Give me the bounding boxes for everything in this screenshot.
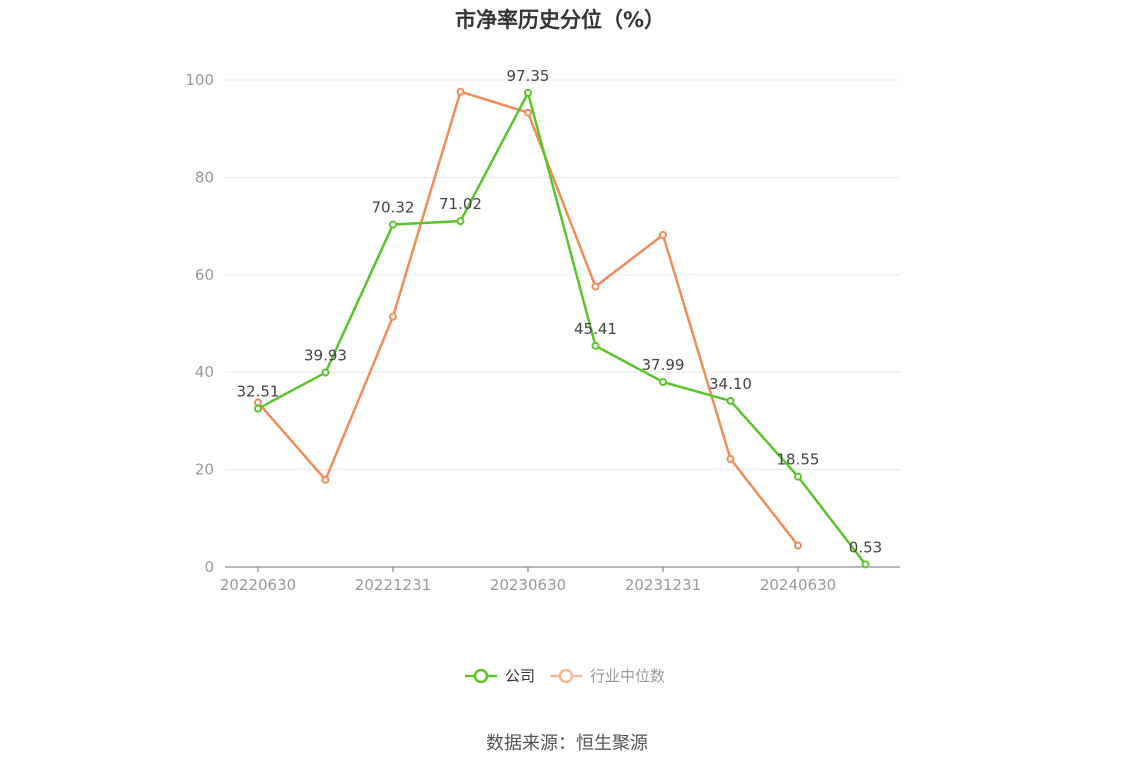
data-label: 37.99 <box>642 356 685 374</box>
axes: 0 20 40 60 80 100 20220630 20221231 20230630 2023… <box>185 71 900 594</box>
grid-lines <box>225 79 900 471</box>
data-label: 97.35 <box>507 67 550 85</box>
y-tick-label: 80 <box>195 168 214 186</box>
series-line-company <box>257 91 867 566</box>
chart-title: 市净率历史分位（%） <box>454 8 666 32</box>
data-point-industry <box>659 230 667 239</box>
x-tick-label: 20231231 <box>625 576 701 594</box>
legend-marker <box>558 668 574 684</box>
data-point-industry <box>321 475 330 484</box>
y-tick-label: 0 <box>204 558 214 576</box>
legend: 公司 行业中位数 <box>465 667 665 685</box>
y-tick-label: 60 <box>195 266 214 284</box>
data-point-industry <box>794 541 802 550</box>
y-tick-label: 40 <box>195 363 214 381</box>
legend-item-industry: 行业中位数 <box>550 667 665 685</box>
data-label: 0.53 <box>849 538 882 556</box>
data-point-company <box>591 341 600 350</box>
legend-marker <box>473 668 489 684</box>
data-label: 34.10 <box>709 375 752 393</box>
x-tick-label: 20240630 <box>760 576 836 594</box>
data-label: 45.41 <box>574 320 617 338</box>
y-tick-label: 100 <box>185 71 214 89</box>
data-point-company <box>389 220 397 229</box>
data-point-industry <box>591 282 600 291</box>
data-point-company <box>254 404 262 413</box>
data-point-industry <box>524 108 532 117</box>
data-point-company <box>861 560 870 569</box>
x-tick-label: 20230630 <box>490 576 566 594</box>
legend-item-company: 公司 <box>465 667 535 685</box>
data-label: 70.32 <box>372 199 415 217</box>
data-point-company <box>794 472 802 481</box>
data-point-company <box>726 396 735 405</box>
y-tick-label: 20 <box>195 461 214 479</box>
x-tick-label: 20221231 <box>355 576 431 594</box>
x-tick-label: 20220630 <box>220 576 296 594</box>
data-point-company <box>321 368 330 377</box>
legend-label: 行业中位数 <box>590 667 665 685</box>
data-point-company <box>524 88 532 97</box>
series-lines <box>254 87 870 569</box>
series-line-industry <box>257 90 799 547</box>
data-point-industry <box>456 87 465 96</box>
source-note: 数据来源：恒生聚源 <box>486 733 648 754</box>
data-label: 71.02 <box>439 195 482 213</box>
data-point-industry <box>389 312 397 321</box>
legend-label: 公司 <box>505 667 535 685</box>
data-point-company <box>456 217 465 226</box>
data-labels: 32.51 39.93 70.32 71.02 97.35 45.41 37.99 34.10… <box>237 67 883 557</box>
data-label: 18.55 <box>777 451 820 469</box>
data-point-industry <box>726 454 735 463</box>
data-label: 32.51 <box>237 383 280 401</box>
data-label: 39.93 <box>304 347 347 365</box>
data-point-company <box>659 377 667 386</box>
